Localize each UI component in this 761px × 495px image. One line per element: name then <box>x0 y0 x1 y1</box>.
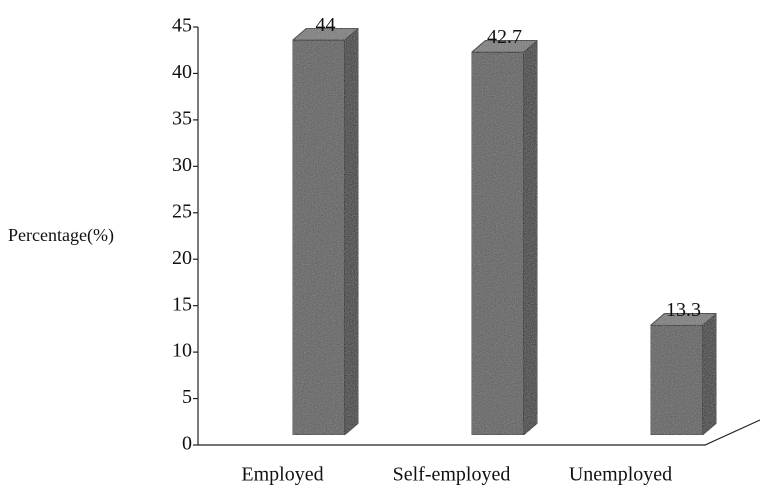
y-tick-label: 30 <box>172 154 192 176</box>
y-tick-label: 20 <box>172 247 192 269</box>
value-label: 44 <box>316 14 336 36</box>
bar <box>649 312 718 437</box>
value-label: 42.7 <box>487 26 522 48</box>
bar <box>470 39 539 437</box>
y-axis-label: Percentage(%) <box>8 225 114 246</box>
value-label: 13.3 <box>666 299 701 321</box>
x-tick-label: Unemployed <box>569 464 672 486</box>
bar <box>291 27 360 437</box>
y-tick-label: 15 <box>172 293 192 315</box>
floor <box>198 419 761 446</box>
y-tick-label: 40 <box>172 61 192 83</box>
y-tick-label: 35 <box>172 107 192 129</box>
y-tick-label: 5 <box>182 386 192 408</box>
x-tick-label: Self-employed <box>393 464 511 486</box>
y-tick-label: 0 <box>182 433 192 455</box>
y-tick-label: 10 <box>172 340 192 362</box>
y-tick-label: 25 <box>172 200 192 222</box>
y-tick-label: 45 <box>172 15 192 37</box>
x-tick-label: Employed <box>241 464 323 486</box>
